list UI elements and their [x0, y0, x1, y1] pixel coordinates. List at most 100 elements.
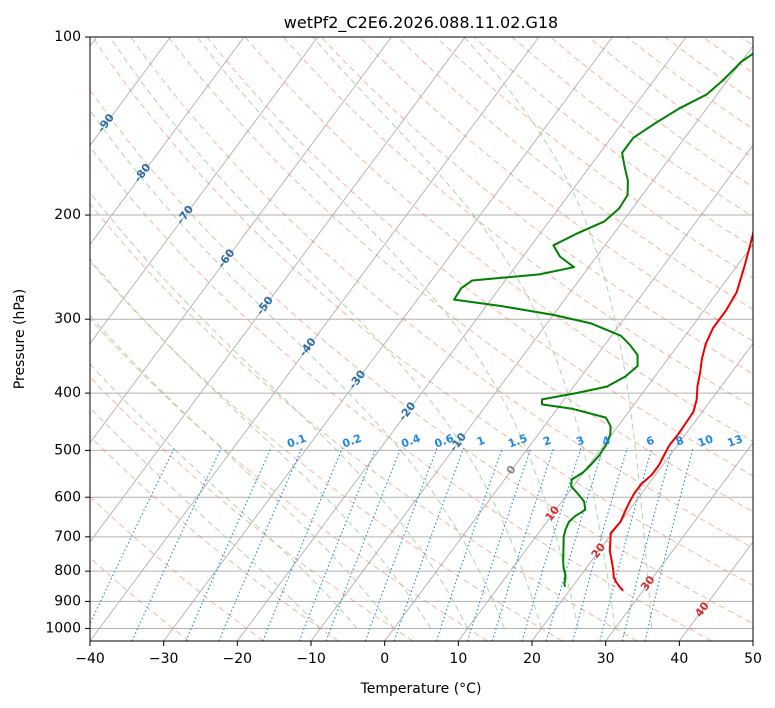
dry-adiabat	[359, 37, 753, 342]
dry-adiabat	[90, 376, 414, 641]
isotherm-label: -40	[297, 335, 319, 359]
mixing-ratio-line	[90, 447, 175, 625]
isotherm-label: -100	[56, 57, 83, 87]
mixing-ratio-label: 1.5	[506, 432, 529, 451]
isotherm-gridline	[236, 37, 687, 641]
dry-adiabat	[90, 203, 638, 641]
y-axis-label: Pressure (hPa)	[12, 289, 28, 389]
moist-adiabat	[90, 191, 469, 629]
mixing-ratio-label: 2	[541, 434, 553, 449]
isotherm-label: -60	[215, 246, 237, 270]
x-tick-label: −20	[223, 651, 253, 667]
mixing-ratio-line	[491, 447, 555, 641]
x-tick-label: 30	[597, 651, 615, 667]
isotherm-gridline	[310, 45, 753, 641]
moist-adiabat	[196, 37, 579, 629]
isotherm-label: -70	[174, 203, 196, 227]
mixing-ratio-line	[325, 447, 402, 641]
mixing-ratio-line	[466, 447, 532, 641]
dry-adiabat	[130, 37, 753, 549]
x-axis-label: Temperature (°C)	[360, 681, 482, 697]
isotherm-gridline	[90, 37, 466, 543]
isotherm-label: 40	[692, 599, 712, 619]
x-tick-label: 40	[670, 651, 688, 667]
mixing-ratio-label: 16	[751, 432, 770, 450]
x-tick-label: −10	[296, 651, 326, 667]
isotherm-gridline	[605, 441, 753, 641]
mixing-ratio-line	[218, 447, 303, 641]
y-axis-ticks: 1000 900 800 700 600 500 400 300 200 100	[45, 29, 90, 636]
moist-adiabat	[90, 258, 432, 629]
moist-adiabat	[463, 37, 653, 629]
grid-lines	[90, 37, 753, 641]
y-tick-label: 500	[54, 442, 81, 458]
mixing-ratio-line	[572, 447, 628, 641]
isotherm-gridline	[90, 37, 319, 345]
x-tick-label: 10	[449, 651, 467, 667]
mixing-ratio-line	[435, 447, 504, 641]
dewpoint-profile-line	[453, 52, 753, 587]
mixing-ratio-label: 0.1	[285, 432, 308, 451]
y-tick-label: 100	[54, 29, 81, 45]
mixing-ratio-label: 1	[475, 434, 487, 449]
mixing-ratio-line	[545, 447, 604, 641]
dry-adiabat	[168, 37, 753, 513]
isotherm-gridline	[384, 144, 753, 641]
mixing-ratio-label: 10	[696, 432, 715, 450]
moist-adiabat	[109, 37, 542, 629]
isotherm-label: -50	[254, 294, 276, 318]
mixing-ratio-label: 4	[600, 434, 612, 449]
isotherm-gridline	[90, 37, 171, 147]
dry-adiabat	[90, 89, 753, 625]
y-tick-label: 600	[54, 489, 81, 505]
dry-adiabat	[664, 37, 753, 102]
dry-adiabat	[90, 435, 339, 641]
mixing-ratio-line	[521, 447, 582, 641]
inline-labels: -100-90-80-70-60-50-40-30-20-10010203040…	[56, 57, 770, 620]
isotherm-gridline	[457, 243, 753, 641]
dry-adiabat	[90, 146, 712, 641]
y-tick-label: 300	[54, 311, 81, 327]
dry-adiabat	[90, 260, 563, 641]
isotherm-label: 10	[543, 503, 563, 523]
moist-adiabat	[90, 363, 358, 629]
moist-adiabat	[90, 406, 321, 629]
y-tick-label: 900	[54, 593, 81, 609]
dry-adiabat	[397, 37, 753, 310]
x-tick-label: −30	[149, 651, 179, 667]
plot-area: -100-90-80-70-60-50-40-30-20-10010203040…	[56, 37, 770, 641]
isotherm-gridline	[163, 37, 613, 641]
isotherm-label: -20	[396, 399, 418, 423]
background-lines	[90, 37, 753, 641]
mixing-ratio-label: 0.4	[400, 432, 423, 451]
dry-adiabat	[206, 37, 753, 477]
x-tick-label: 0	[380, 651, 389, 667]
isotherm-label: 0	[504, 463, 519, 477]
isotherm-gridline	[90, 37, 540, 641]
dry-adiabat	[90, 495, 264, 641]
mixing-ratio-line	[298, 447, 377, 641]
plot-frame	[89, 36, 754, 642]
mixing-ratio-line	[262, 447, 344, 641]
isotherm-label: -80	[131, 161, 153, 185]
dry-adiabat	[511, 37, 753, 218]
dry-adiabat	[549, 37, 753, 188]
dry-adiabat	[282, 37, 753, 408]
mixing-ratio-line	[599, 447, 653, 641]
temperature-profile-line	[608, 229, 753, 592]
moist-adiabat	[90, 109, 505, 629]
y-tick-label: 700	[54, 529, 81, 545]
y-tick-label: 1000	[45, 620, 81, 636]
isotherm-label: 20	[589, 541, 609, 561]
chart-title: wetPf2_C2E6.2026.088.11.02.G18	[284, 13, 558, 33]
x-tick-label: 50	[744, 651, 762, 667]
dry-adiabat	[90, 318, 488, 641]
y-tick-label: 400	[54, 385, 81, 401]
profile-lines	[453, 52, 753, 592]
mixing-ratio-label: 0.6	[433, 432, 456, 451]
mixing-ratio-label: 8	[674, 434, 686, 449]
mixing-ratio-label: 0.2	[341, 432, 364, 451]
isotherm-label: -30	[346, 367, 368, 391]
isotherm-gridline	[531, 342, 753, 641]
moist-adiabat	[312, 37, 616, 629]
